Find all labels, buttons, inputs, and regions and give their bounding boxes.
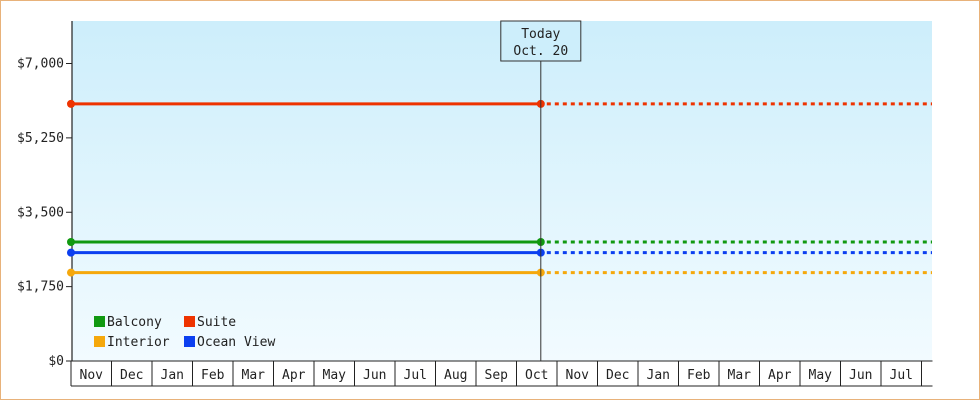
month-label: Jan (647, 368, 670, 383)
month-label: Aug (444, 368, 467, 383)
legend-swatch (94, 316, 105, 327)
month-label: Apr (768, 368, 792, 383)
legend-label: Ocean View (197, 335, 275, 350)
series-point (67, 268, 75, 277)
month-label: Jan (161, 368, 184, 383)
legend-label: Suite (197, 315, 236, 330)
month-label: Nov (80, 368, 104, 383)
today-box (500, 20, 582, 62)
legend: Balcony Suite Interior Ocean View (94, 315, 275, 350)
month-label: May (323, 368, 347, 383)
legend-swatch (184, 316, 195, 327)
month-label: Jun (849, 368, 872, 383)
y-tick-label: $5,250 (17, 131, 64, 146)
month-label: Jul (404, 368, 427, 383)
y-tick-label: $1,750 (17, 280, 64, 295)
legend-label: Interior (107, 335, 170, 350)
month-label: May (809, 368, 833, 383)
series-lines (67, 99, 932, 277)
month-label: Jun (363, 368, 386, 383)
month-label: Dec (120, 368, 143, 383)
month-label: Mar (728, 368, 752, 383)
series-point (67, 99, 75, 108)
month-label: Feb (687, 368, 711, 383)
x-axis: Nov Dec Jan Feb Mar Apr May Jun Jul Aug Sep Oct Nov D… (70, 360, 933, 387)
y-tick-label: $7,000 (17, 57, 64, 72)
plot-background (72, 21, 932, 361)
month-label: Mar (242, 368, 266, 383)
y-tick-label: $3,500 (17, 205, 64, 220)
legend-swatch (184, 336, 195, 347)
legend-label: Balcony (107, 315, 162, 330)
today-label: Today (521, 27, 560, 42)
month-label: Feb (201, 368, 225, 383)
month-label: Nov (566, 368, 590, 383)
y-axis: $0 $1,750 $3,500 $5,250 $7,000 (17, 21, 73, 369)
series-point (67, 238, 75, 246)
month-label: Jul (890, 368, 913, 383)
today-date: Oct. 20 (513, 44, 568, 59)
month-label: Oct (525, 368, 548, 383)
month-label: Dec (606, 368, 629, 383)
month-label: Sep (485, 368, 509, 383)
today-marker: Today Oct. 20 (500, 20, 582, 361)
legend-swatch (94, 336, 105, 347)
month-label: Apr (282, 368, 306, 383)
y-tick-label: $0 (48, 354, 64, 369)
series-point (67, 248, 75, 257)
